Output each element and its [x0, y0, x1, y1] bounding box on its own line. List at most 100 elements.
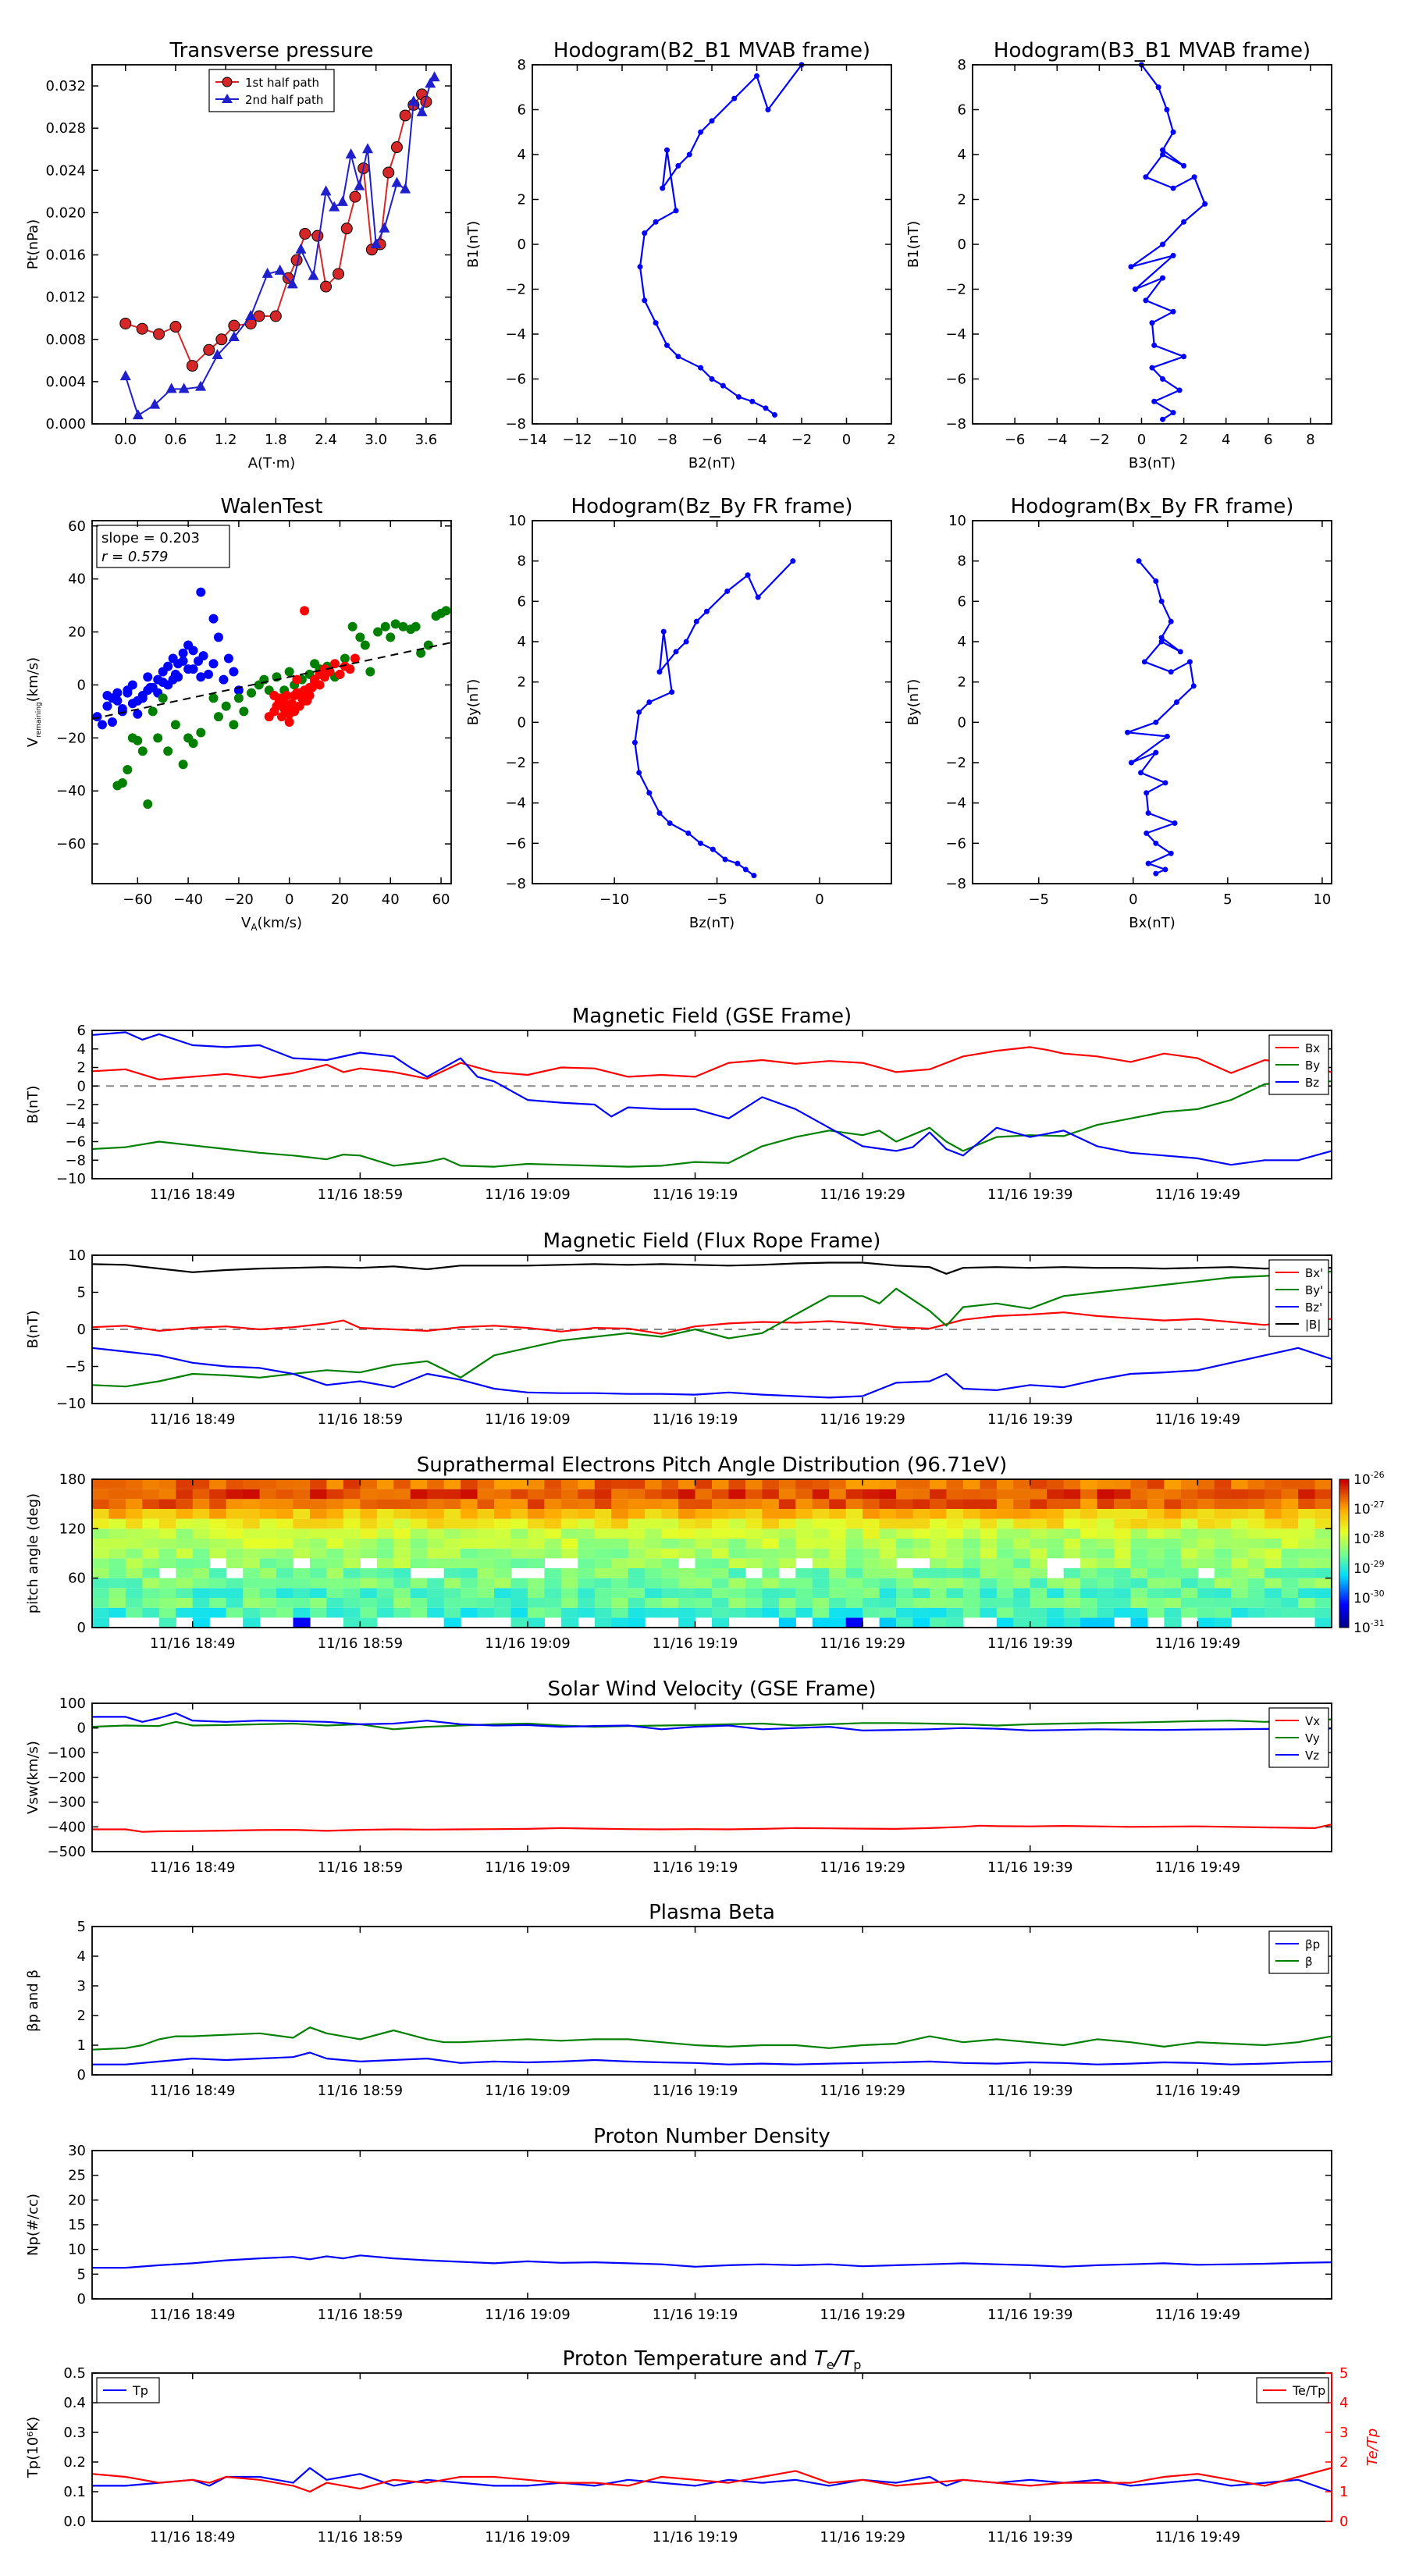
data-point — [117, 703, 127, 713]
data-marker — [382, 166, 395, 179]
heatmap-cell — [326, 1539, 344, 1549]
heatmap-cell — [343, 1499, 361, 1509]
heatmap-cell — [259, 1518, 277, 1529]
y-tick-label: −6 — [945, 372, 966, 388]
heatmap-cell — [645, 1598, 663, 1608]
heatmap-cell — [745, 1509, 763, 1519]
heatmap-cell — [1080, 1607, 1098, 1618]
data-point — [170, 720, 180, 730]
heatmap-cell — [695, 1528, 713, 1539]
data-marker — [400, 183, 411, 194]
heatmap-cell — [427, 1578, 445, 1589]
heatmap-cell — [896, 1578, 914, 1589]
heatmap-cell — [226, 1518, 244, 1529]
data-point — [1164, 733, 1170, 739]
data-marker — [178, 382, 190, 393]
heatmap-cell — [1231, 1528, 1249, 1539]
heatmap-cell — [243, 1539, 261, 1549]
heatmap-cell — [494, 1479, 512, 1489]
data-point — [1160, 416, 1166, 422]
heatmap-cell — [661, 1509, 679, 1519]
heatmap-cell — [209, 1578, 227, 1589]
heatmap-cell — [1013, 1518, 1031, 1529]
y-tick-label: −100 — [48, 1745, 86, 1761]
x-tick-label: 11/16 18:49 — [150, 1635, 235, 1652]
heatmap-cell — [360, 1489, 378, 1500]
y-tick-label: 0.3 — [63, 2425, 86, 2441]
y-tick-label: −5 — [65, 1359, 86, 1375]
colorbar-exp: -28 — [1371, 1529, 1385, 1539]
x-tick-label: 5 — [1223, 891, 1232, 908]
heatmap-cell — [1013, 1548, 1031, 1559]
heatmap-cell — [544, 1499, 562, 1509]
heatmap-cell — [829, 1539, 847, 1549]
heatmap-cell — [259, 1509, 277, 1519]
heatmap-cell — [845, 1509, 863, 1519]
heatmap-cell — [1130, 1568, 1148, 1578]
data-point — [693, 618, 699, 624]
heatmap-cell — [896, 1588, 914, 1598]
heatmap-cell — [1147, 1499, 1165, 1509]
heatmap-cell — [863, 1518, 880, 1529]
heatmap-cell — [108, 1499, 126, 1509]
colorbar-cell — [1339, 1548, 1349, 1552]
chart-title: Hodogram(B3_B1 MVAB frame) — [994, 39, 1311, 62]
heatmap-cell — [863, 1489, 880, 1500]
heatmap-cell — [912, 1489, 930, 1500]
heatmap-cell — [1180, 1499, 1198, 1509]
y-tick-label: −500 — [48, 1844, 86, 1860]
heatmap-cell — [477, 1548, 495, 1559]
heatmap-cell — [812, 1558, 830, 1568]
colorbar-cell — [1339, 1543, 1349, 1546]
heatmap-cell — [360, 1528, 378, 1539]
y2-tick-label: 2 — [1339, 2454, 1348, 2471]
heatmap-cell — [795, 1489, 813, 1500]
heatmap-cell — [845, 1499, 863, 1509]
heatmap-cell — [393, 1518, 411, 1529]
y-tick-label: 8 — [518, 553, 526, 570]
data-marker — [349, 190, 361, 203]
x-tick-label: 2 — [1179, 432, 1188, 448]
colorbar-cell — [1339, 1592, 1349, 1596]
y-axis-label: Pt(nPa) — [25, 219, 41, 269]
y-axis-label: Tp(10⁶K) — [25, 2417, 41, 2478]
heatmap-cell — [812, 1578, 830, 1589]
heatmap-cell — [829, 1518, 847, 1529]
heatmap-cell — [594, 1588, 612, 1598]
heatmap-cell — [628, 1518, 646, 1529]
data-point — [133, 709, 143, 719]
heatmap-cell — [226, 1558, 244, 1568]
heatmap-cell — [728, 1558, 746, 1568]
heatmap-cell — [544, 1568, 562, 1578]
data-marker — [399, 109, 411, 122]
colorbar-cell — [1339, 1489, 1349, 1493]
heatmap-cell — [1063, 1568, 1081, 1578]
series-line — [91, 1031, 1332, 1166]
colorbar-cell — [1339, 1624, 1349, 1628]
heatmap-cell — [1298, 1499, 1316, 1509]
data-marker — [169, 321, 182, 333]
heatmap-cell — [527, 1518, 546, 1529]
colorbar-cell — [1339, 1509, 1349, 1512]
heatmap-cell — [695, 1598, 713, 1608]
data-point — [646, 699, 653, 705]
heatmap-cell — [544, 1588, 562, 1598]
data-point — [1168, 669, 1174, 675]
y-tick-label: 4 — [77, 1041, 86, 1058]
heatmap-cell — [829, 1598, 847, 1608]
heatmap-cell — [728, 1548, 746, 1559]
heatmap-cell — [812, 1509, 830, 1519]
heatmap-cell — [962, 1578, 980, 1589]
data-point — [1158, 635, 1165, 641]
heatmap-cell — [527, 1598, 546, 1608]
data-point — [188, 738, 198, 749]
heatmap-cell — [795, 1607, 813, 1618]
y-axis-label: Vsw(km/s) — [25, 1741, 41, 1814]
heatmap-cell — [1047, 1518, 1065, 1529]
heatmap-cell — [611, 1588, 629, 1598]
heatmap-cell — [309, 1499, 328, 1509]
heatmap-cell — [745, 1518, 763, 1529]
heatmap-cell — [728, 1499, 746, 1509]
data-point — [1125, 729, 1131, 735]
